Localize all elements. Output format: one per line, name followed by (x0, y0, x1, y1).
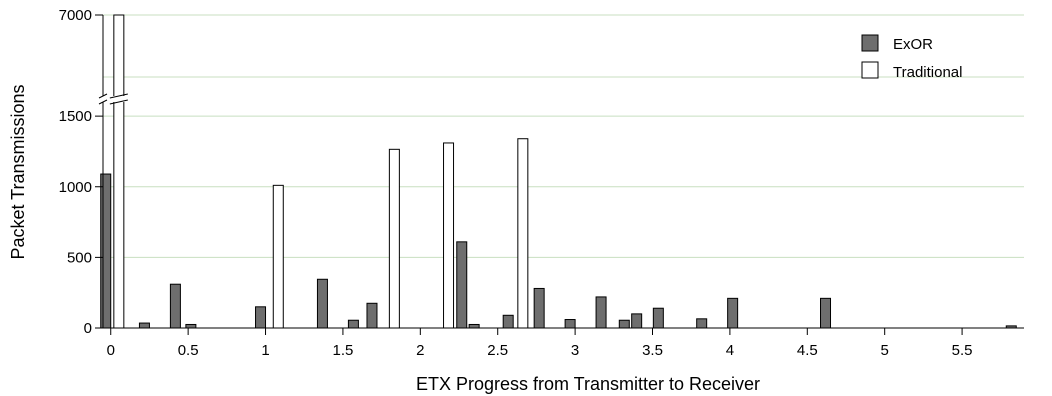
bar-exor (138, 322, 150, 329)
x-tick-label: 4.5 (797, 342, 818, 359)
bar-exor (595, 296, 607, 329)
y-axis-break-mark (98, 93, 108, 99)
x-tick-label: 5 (881, 342, 889, 359)
y-tick-label: 0 (84, 320, 92, 337)
axis-break-mark (109, 99, 128, 105)
bar-exor (820, 297, 832, 329)
x-tick-label: 1 (261, 342, 269, 359)
axes: 0 500 1000 1500 7000 0 0.5 1 1.5 2 2.5 3 3.5 4 4.5 5 5.5 (59, 7, 1024, 359)
bar-traditional (443, 142, 455, 329)
axis-break-gap (110, 96, 127, 102)
bars (100, 14, 1017, 329)
bar-traditional (388, 148, 400, 329)
axis-break-mark (109, 93, 128, 99)
bar-exor (468, 323, 480, 329)
gridlines (103, 14, 1024, 329)
x-tick-label: 5.5 (952, 342, 973, 359)
bar-exor (618, 319, 630, 329)
x-tick-label: 1.5 (332, 342, 353, 359)
legend-swatch-traditional (861, 61, 879, 79)
bar-exor (100, 173, 112, 329)
y-tick-label: 1000 (59, 179, 92, 196)
x-axis-title: ETX Progress from Transmitter to Receive… (416, 374, 760, 394)
legend-label-exor: ExOR (893, 36, 933, 53)
y-tick-label: 7000 (59, 7, 92, 24)
legend: ExOR Traditional (861, 34, 962, 81)
legend-swatch-exor (861, 34, 879, 52)
bar-traditional (517, 138, 529, 329)
bar-exor (564, 319, 576, 329)
bar-exor (316, 278, 328, 329)
bar-exor (502, 314, 514, 329)
x-tick-label: 2.5 (487, 342, 508, 359)
bar-exor (727, 297, 739, 329)
x-tick-label: 0 (107, 342, 115, 359)
bar-exor (366, 302, 378, 329)
bar-traditional (272, 184, 284, 329)
bar-exor (255, 306, 267, 329)
y-axis-title: Packet Transmissions (8, 84, 28, 259)
x-tick-label: 0.5 (178, 342, 199, 359)
bar-exor (185, 323, 197, 329)
x-tick-label: 3 (571, 342, 579, 359)
bar-exor (696, 318, 708, 329)
bar-traditional (113, 14, 125, 329)
legend-label-traditional: Traditional (893, 64, 962, 81)
x-tick-label: 4 (726, 342, 734, 359)
y-tick-label: 500 (67, 249, 92, 266)
y-axis-break-mark (98, 99, 108, 105)
bar-exor (347, 319, 359, 329)
bar-exor (652, 307, 664, 329)
bar-exor (169, 283, 181, 329)
x-tick-label: 3.5 (642, 342, 663, 359)
x-tick-label: 2 (416, 342, 424, 359)
y-tick-label: 1500 (59, 108, 92, 125)
bar-exor (456, 241, 468, 329)
bar-exor (533, 287, 545, 329)
bar-exor (631, 313, 643, 329)
